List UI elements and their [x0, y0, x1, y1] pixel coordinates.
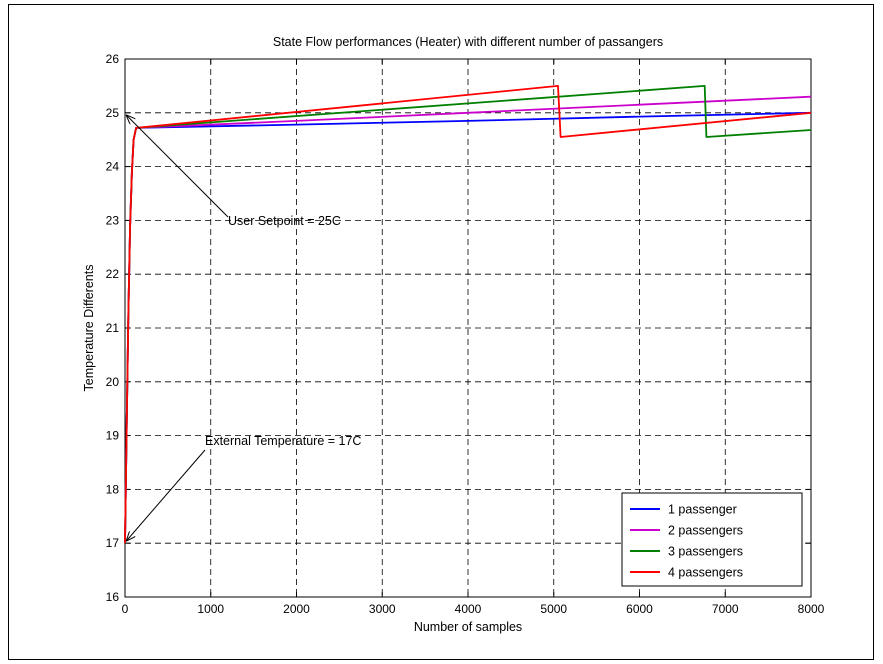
x-tick-label: 4000	[455, 602, 482, 616]
x-tick-label: 7000	[712, 602, 739, 616]
annotation-text: External Temperature = 17C	[205, 434, 361, 448]
legend-label: 2 passengers	[668, 524, 743, 538]
series-lines	[124, 85, 812, 544]
x-tick-label: 1000	[197, 602, 224, 616]
x-tick-label: 0	[122, 602, 129, 616]
annotation-arrow	[127, 115, 229, 218]
y-tick-label: 22	[106, 267, 120, 281]
y-axis-label: Temperature Differents	[82, 265, 96, 392]
y-tick-label: 16	[106, 590, 120, 604]
y-tick-label: 20	[106, 375, 120, 389]
chart-title: State Flow performances (Heater) with di…	[273, 35, 663, 49]
x-tick-label: 3000	[369, 602, 396, 616]
series-line-4	[124, 85, 812, 544]
y-tick-label: 19	[106, 429, 120, 443]
annotations: User Setpoint = 25C External Temperature …	[127, 115, 361, 541]
axis-ticks: 0 1000 2000 3000 4000 5000 6000 7000 8000 16 17 18 1…	[106, 52, 825, 616]
annotation-arrow	[127, 449, 206, 541]
x-tick-label: 6000	[626, 602, 653, 616]
y-tick-label: 23	[106, 213, 120, 227]
y-tick-label: 26	[106, 52, 120, 66]
legend-label: 4 passengers	[668, 566, 743, 580]
y-tick-label: 18	[106, 482, 120, 496]
x-tick-label: 2000	[283, 602, 310, 616]
x-tick-label: 8000	[798, 602, 825, 616]
y-tick-label: 24	[106, 160, 120, 174]
legend: 1 passenger 2 passengers 3 passengers 4 pas…	[621, 492, 803, 587]
legend-label: 1 passenger	[668, 503, 737, 517]
y-tick-label: 25	[106, 106, 120, 120]
x-axis-label: Number of samples	[414, 620, 522, 634]
y-tick-label: 21	[106, 321, 120, 335]
y-tick-label: 17	[106, 536, 120, 550]
x-tick-label: 5000	[540, 602, 567, 616]
annotation-text: User Setpoint = 25C	[228, 214, 341, 228]
legend-label: 3 passengers	[668, 545, 743, 559]
